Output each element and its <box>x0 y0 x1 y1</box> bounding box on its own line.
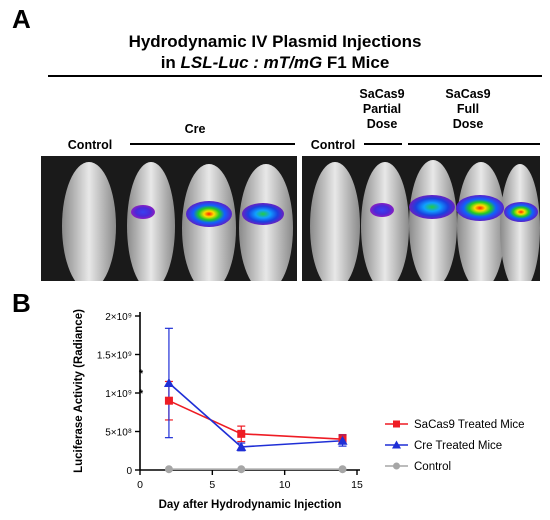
data-point <box>164 465 173 474</box>
panel-a-title-line2: in LSL-Luc : mT/mG F1 Mice <box>160 53 390 72</box>
legend-label: SaCas9 Treated Mice <box>414 419 525 431</box>
y-axis-label: Luciferase Activity (Radiance) <box>73 309 85 473</box>
luminescence-signal <box>504 202 538 222</box>
full-bracket <box>408 143 540 145</box>
luminescence-signal <box>186 201 232 227</box>
luminescence-signal <box>370 203 394 217</box>
series-lines <box>168 382 343 471</box>
legend-label: Cre Treated Mice <box>414 440 502 452</box>
mouse-body <box>457 162 505 281</box>
luminescence-signal <box>242 203 284 225</box>
mouse-strain: LSL-Luc : mT/mG <box>180 53 323 72</box>
data-point <box>338 465 347 474</box>
luminescence-signal <box>456 195 504 221</box>
x-tick-label: 5 <box>209 479 215 491</box>
panel-a-title-line1: Hydrodynamic IV Plasmid Injections <box>128 32 422 51</box>
x-tick-label: 0 <box>137 479 143 491</box>
legend-marker <box>393 420 400 428</box>
legend-label: Control <box>414 461 451 473</box>
panel-b-letter: B <box>12 288 31 318</box>
right-mouse-image <box>302 156 540 281</box>
series-markers <box>163 377 348 474</box>
x-axis-label: Day after Hydrodynamic Injection <box>159 499 342 511</box>
mouse-body <box>409 160 457 281</box>
left-mouse-image <box>41 156 297 281</box>
y-tick-label: 1×10⁹ <box>105 389 132 400</box>
label-control-left: Control <box>67 138 113 152</box>
label-sacas9-partial: SaCas9 Partial Dose <box>359 87 405 131</box>
left-mouse-image-drawing <box>41 156 297 281</box>
legend-marker <box>393 462 400 470</box>
chart-ticks: 0 5×10⁸ 1×10⁹ 1.5×10⁹ 2×10⁹ 0 5 10 15 <box>97 312 363 491</box>
data-point <box>237 429 246 438</box>
chart-legend: SaCas9 Treated Mice Cre Treated Mice Contr… <box>385 419 525 473</box>
significance-star: * <box>139 388 144 400</box>
label-sacas9-full: SaCas9 Full Dose <box>445 87 491 131</box>
right-mouse-image-drawing <box>302 156 540 281</box>
x-tick-label: 15 <box>351 479 363 491</box>
title-underline <box>48 75 542 77</box>
partial-bracket <box>364 143 402 145</box>
mouse-body <box>62 162 116 281</box>
luminescence-signal <box>409 195 455 219</box>
luminescence-signal <box>131 205 155 219</box>
label-control-right: Control <box>310 138 356 152</box>
mouse-body <box>127 162 175 281</box>
panel-a-letter: A <box>12 4 31 34</box>
label-cre: Cre <box>184 122 206 136</box>
x-tick-label: 10 <box>279 479 291 491</box>
y-tick-label: 2×10⁹ <box>105 312 132 323</box>
cre-bracket <box>130 143 295 145</box>
mouse-body <box>310 162 360 281</box>
error-bars <box>164 327 347 452</box>
data-point <box>337 435 348 445</box>
legend-marker <box>392 440 401 449</box>
y-tick-label: 1.5×10⁹ <box>97 351 132 362</box>
data-point <box>163 377 174 387</box>
data-point <box>237 465 246 474</box>
mouse-body <box>500 164 540 281</box>
significance-star: * <box>139 368 144 380</box>
mouse-body <box>361 162 409 281</box>
data-point <box>164 396 173 405</box>
y-tick-label: 0 <box>126 466 132 477</box>
data-point <box>236 441 247 451</box>
y-tick-label: 5×10⁸ <box>105 428 132 439</box>
